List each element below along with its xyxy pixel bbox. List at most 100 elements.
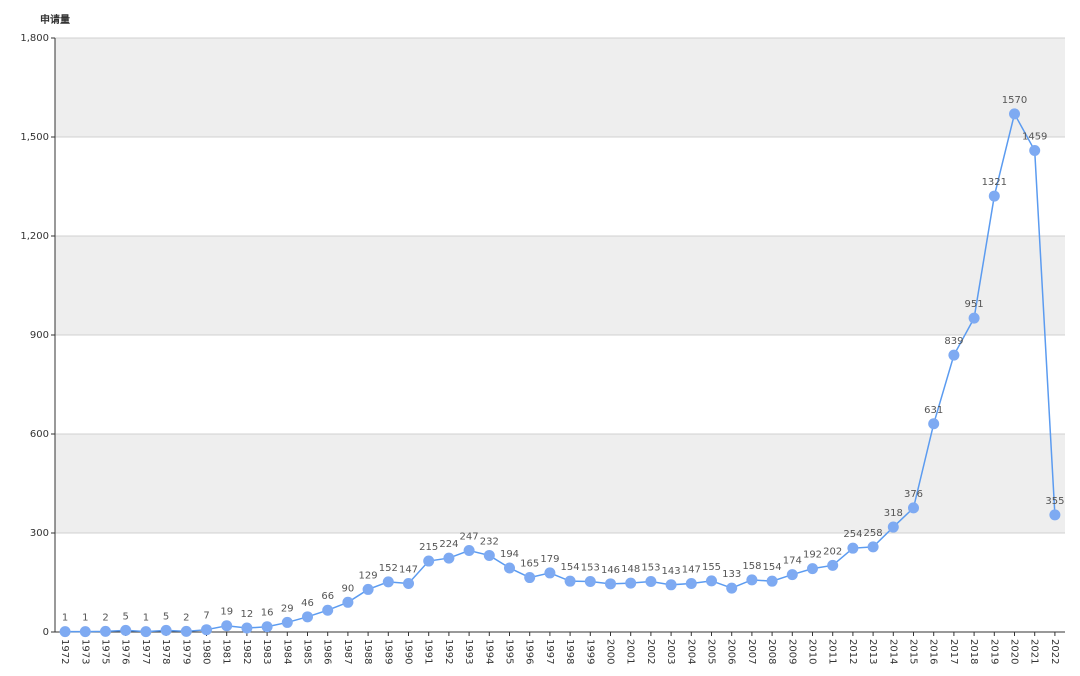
x-tick-label: 2016 — [928, 639, 939, 664]
value-label: 147 — [682, 564, 701, 575]
value-label: 5 — [123, 611, 129, 622]
x-tick-label: 1973 — [79, 639, 90, 664]
x-tick-label: 1987 — [342, 639, 353, 664]
point — [342, 596, 354, 608]
point — [685, 577, 697, 589]
point — [1049, 509, 1061, 521]
point — [847, 542, 859, 554]
point — [160, 624, 172, 636]
value-label: 7 — [203, 611, 209, 622]
x-tick-label: 2001 — [625, 639, 636, 664]
value-label: 631 — [924, 405, 943, 416]
x-tick-label: 2003 — [665, 639, 676, 664]
point — [948, 349, 960, 361]
value-label: 1321 — [982, 177, 1007, 188]
value-label: 355 — [1045, 496, 1064, 507]
point — [928, 418, 940, 430]
value-label: 19 — [220, 607, 233, 618]
value-label: 165 — [520, 559, 539, 570]
value-label: 1 — [143, 613, 149, 624]
point — [100, 625, 111, 637]
value-label: 153 — [581, 563, 600, 574]
point — [625, 577, 637, 589]
y-axis-title: 申请量 — [40, 13, 70, 26]
point — [403, 577, 414, 589]
value-label: 1 — [82, 613, 88, 624]
value-label: 155 — [702, 562, 721, 573]
point — [201, 624, 212, 636]
value-label: 2 — [183, 612, 189, 623]
value-label: 154 — [561, 562, 580, 573]
point — [463, 544, 475, 556]
x-tick-label: 2009 — [786, 639, 797, 664]
grid-band — [55, 434, 1065, 533]
value-label: 951 — [965, 299, 984, 310]
x-tick-label: 2020 — [1009, 639, 1020, 664]
point — [968, 312, 980, 324]
value-label: 158 — [742, 561, 761, 572]
y-tick-label: 1,500 — [20, 132, 49, 143]
x-tick-label: 2015 — [908, 639, 919, 664]
grid-band — [55, 38, 1065, 137]
value-label: 90 — [342, 583, 355, 594]
value-label: 143 — [662, 566, 681, 577]
x-tick-label: 1988 — [362, 639, 373, 664]
value-label: 254 — [843, 529, 862, 540]
value-label: 146 — [601, 565, 620, 576]
point — [221, 620, 233, 632]
x-tick-label: 1989 — [382, 639, 393, 664]
x-tick-label: 1972 — [59, 639, 70, 664]
x-tick-label: 2021 — [1029, 639, 1040, 664]
x-tick-label: 1992 — [443, 639, 454, 664]
x-tick-label: 2017 — [948, 639, 959, 664]
y-tick-label: 1,800 — [20, 33, 49, 44]
value-label: 376 — [904, 489, 923, 500]
x-tick-label: 2012 — [847, 639, 858, 664]
value-label: 66 — [321, 591, 334, 602]
point — [766, 575, 778, 587]
value-label: 152 — [379, 563, 398, 574]
x-tick-label: 2011 — [827, 639, 838, 664]
y-tick-label: 1,200 — [20, 231, 49, 242]
value-label: 179 — [540, 554, 559, 565]
x-tick-label: 1993 — [463, 639, 474, 664]
x-tick-label: 1996 — [524, 639, 535, 664]
x-tick-label: 2002 — [645, 639, 656, 664]
x-tick-label: 1980 — [201, 639, 212, 664]
value-label: 232 — [480, 536, 499, 547]
point — [988, 190, 1000, 202]
point — [423, 555, 435, 567]
point — [281, 616, 293, 628]
value-label: 133 — [722, 569, 741, 580]
value-label: 5 — [163, 611, 169, 622]
x-tick-label: 1995 — [504, 639, 515, 664]
point — [706, 575, 717, 587]
point — [908, 502, 919, 514]
point — [302, 611, 313, 623]
value-label: 148 — [621, 564, 640, 575]
x-tick-label: 1981 — [221, 639, 232, 664]
value-label: 129 — [359, 570, 378, 581]
value-label: 215 — [419, 542, 438, 553]
x-tick-label: 1978 — [160, 639, 171, 664]
point — [1009, 108, 1020, 120]
x-tick-label: 1991 — [423, 639, 434, 664]
x-tick-label: 1983 — [261, 639, 272, 664]
point — [79, 626, 91, 638]
x-tick-label: 2014 — [887, 639, 898, 664]
x-tick-label: 1990 — [403, 639, 414, 664]
x-tick-label: 1998 — [564, 639, 575, 664]
value-label: 29 — [281, 603, 294, 614]
point — [140, 626, 152, 638]
x-tick-label: 1986 — [322, 639, 333, 664]
x-tick-label: 2010 — [807, 639, 818, 664]
x-tick-label: 2000 — [605, 639, 616, 664]
y-tick-label: 900 — [30, 330, 49, 341]
value-label: 16 — [261, 608, 274, 619]
x-tick-label: 1976 — [120, 639, 131, 664]
x-tick-label: 1999 — [584, 639, 595, 664]
point — [746, 574, 758, 586]
value-label: 154 — [763, 562, 782, 573]
point — [322, 604, 334, 616]
